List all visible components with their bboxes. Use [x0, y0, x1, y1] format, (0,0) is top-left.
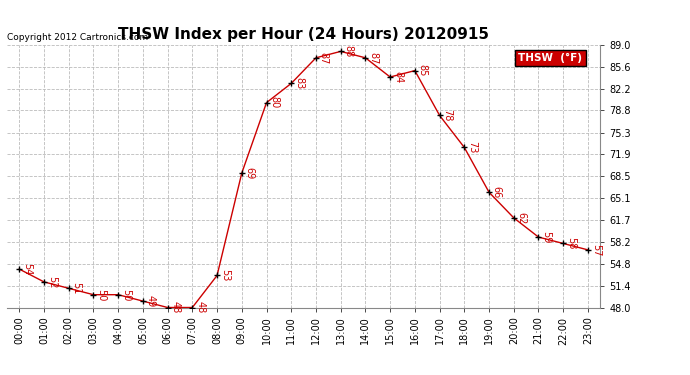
Text: 48: 48	[170, 302, 180, 313]
Title: THSW Index per Hour (24 Hours) 20120915: THSW Index per Hour (24 Hours) 20120915	[118, 27, 489, 42]
Text: 50: 50	[96, 288, 106, 301]
Text: 69: 69	[244, 167, 255, 179]
Text: 85: 85	[417, 64, 428, 77]
Text: 88: 88	[344, 45, 353, 57]
Text: 54: 54	[22, 263, 32, 275]
Text: 50: 50	[121, 288, 131, 301]
Text: 52: 52	[47, 276, 57, 288]
Text: 62: 62	[517, 211, 526, 224]
Text: 59: 59	[541, 231, 551, 243]
Text: Copyright 2012 Cartronics.com: Copyright 2012 Cartronics.com	[7, 33, 148, 42]
Text: 48: 48	[195, 302, 205, 313]
Text: 87: 87	[319, 52, 328, 64]
Text: 87: 87	[368, 52, 378, 64]
Text: 58: 58	[566, 237, 576, 250]
Text: 80: 80	[269, 96, 279, 109]
Text: 53: 53	[220, 269, 230, 282]
Text: THSW  (°F): THSW (°F)	[518, 53, 582, 63]
Text: 49: 49	[146, 295, 156, 307]
Text: 78: 78	[442, 109, 453, 122]
Text: 84: 84	[393, 71, 403, 83]
Text: 73: 73	[467, 141, 477, 154]
Text: 83: 83	[294, 77, 304, 90]
Text: 51: 51	[72, 282, 81, 294]
Text: 57: 57	[591, 244, 601, 256]
Text: 66: 66	[492, 186, 502, 198]
